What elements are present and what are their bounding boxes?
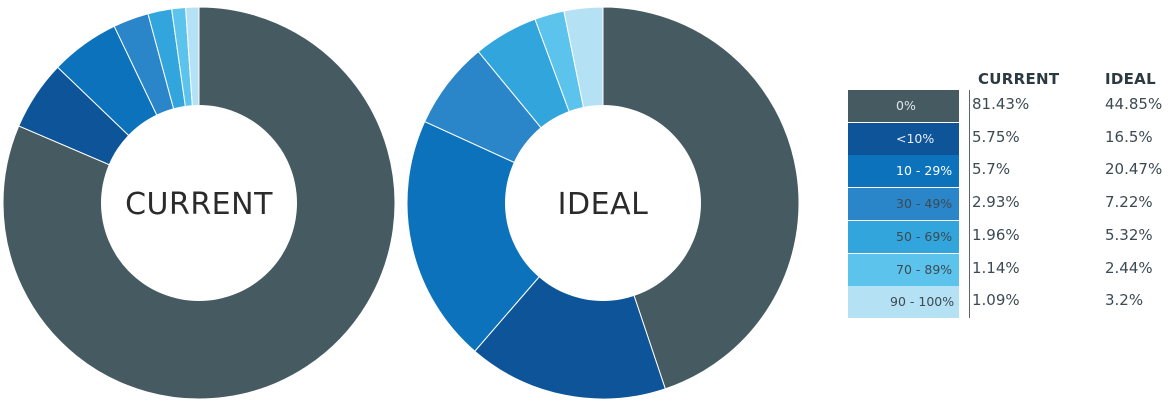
legend-swatch: 90 - 100% — [848, 286, 959, 319]
legend-value-current: 5.75% — [972, 127, 1020, 146]
legend-row: 70 - 89% 1.14% 2.44% — [848, 253, 1171, 286]
slice-ideal-2 — [406, 120, 604, 352]
legend-header-ideal: IDEAL — [1105, 70, 1156, 88]
legend-header-current: CURRENT — [978, 70, 1060, 88]
legend-value-current: 1.14% — [972, 258, 1020, 277]
donut-ideal: IDEAL — [406, 6, 800, 400]
legend-row: 90 - 100% 1.09% 3.2% — [848, 286, 1171, 319]
legend-category-label: 90 - 100% — [890, 294, 955, 310]
legend-category-label: <10% — [896, 130, 935, 146]
slice-ideal-0 — [602, 6, 800, 390]
legend-value-ideal: 3.2% — [1105, 291, 1144, 310]
donut-current: CURRENT — [2, 6, 396, 400]
legend-category-label: 0% — [896, 98, 916, 113]
legend-value-current: 2.93% — [972, 193, 1020, 212]
legend-value-ideal: 16.5% — [1105, 127, 1153, 146]
legend-value-ideal: 20.47% — [1105, 160, 1163, 179]
legend-swatch: 0% — [848, 90, 959, 122]
donut-hole-current — [101, 105, 297, 301]
legend-swatch: <10% — [848, 122, 959, 155]
donut-charts: CURRENT IDEAL — [2, 6, 800, 400]
legend-value-current: 81.43% — [972, 95, 1030, 113]
legend-row: 50 - 69% 1.96% 5.32% — [848, 220, 1171, 253]
legend-value-ideal: 5.32% — [1105, 225, 1153, 244]
legend-value-ideal: 2.44% — [1105, 258, 1153, 277]
legend-category-label: 10 - 29% — [896, 163, 953, 179]
legend-swatch: 50 - 69% — [848, 220, 959, 253]
legend-value-current: 1.09% — [972, 291, 1020, 310]
legend-swatch: 70 - 89% — [848, 253, 959, 286]
legend-value-current: 1.96% — [972, 225, 1020, 244]
legend-value-ideal: 7.22% — [1105, 193, 1153, 212]
legend-row: 10 - 29% 5.7% 20.47% — [848, 155, 1171, 188]
legend-row: <10% 5.75% 16.5% — [848, 122, 1171, 155]
legend-divider — [969, 90, 970, 318]
legend-row: 0% 81.43% 44.85% — [848, 90, 1171, 122]
legend-table: CURRENT IDEAL 0% 81.43% 44.85% <10% 5.75% 16.… — [848, 66, 1171, 326]
donut-hole-ideal — [505, 105, 701, 301]
legend-swatch: 30 - 49% — [848, 188, 959, 221]
legend-category-label: 50 - 69% — [896, 228, 953, 244]
legend-value-current: 5.7% — [972, 160, 1011, 179]
legend-value-ideal: 44.85% — [1105, 95, 1163, 113]
donut-center-label-ideal: IDEAL — [558, 187, 649, 222]
legend-swatch: 10 - 29% — [848, 155, 959, 188]
legend-category-label: 30 - 49% — [896, 196, 953, 212]
legend-row: 30 - 49% 2.93% 7.22% — [848, 188, 1171, 221]
legend-category-label: 70 - 89% — [896, 261, 953, 277]
donut-center-label-current: CURRENT — [125, 187, 273, 222]
